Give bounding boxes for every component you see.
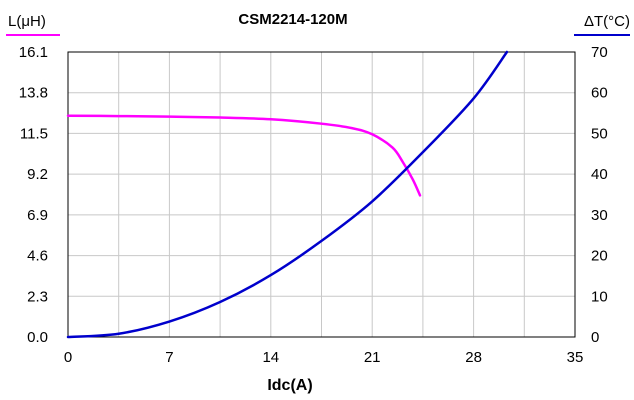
x-tick-label: 0 [64, 349, 72, 366]
series-group [66, 50, 509, 339]
y-left-tick-label: 13.8 [19, 85, 48, 102]
y-left-tick-label: 16.1 [19, 44, 48, 61]
y-left-tick-label: 4.6 [27, 248, 48, 265]
right-axis-label: ΔT(°C) [584, 13, 630, 30]
x-tick-label: 21 [364, 349, 381, 366]
x-tick-label: 28 [465, 349, 482, 366]
y-right-tick-label: 40 [591, 166, 608, 183]
y-right-tick-label: 10 [591, 288, 608, 305]
y-right-tick-label: 70 [591, 44, 608, 61]
y-left-tick-label: 9.2 [27, 166, 48, 183]
tick-labels: 0 7 14 21 28 35 0.0 2.3 4.6 6.9 9.2 11.5 13.8 16.1 0 10… [19, 44, 608, 366]
temperature-series-line [66, 50, 509, 339]
y-right-tick-label: 60 [591, 85, 608, 102]
y-right-tick-label: 20 [591, 248, 608, 265]
y-right-tick-label: 50 [591, 125, 608, 142]
left-axis-label: L(μH) [8, 13, 46, 30]
y-left-tick-label: 0.0 [27, 329, 48, 346]
x-tick-label: 7 [165, 349, 173, 366]
y-right-tick-label: 30 [591, 207, 608, 224]
y-left-tick-label: 11.5 [20, 125, 48, 142]
x-axis-label: Idc(A) [267, 377, 312, 394]
chart-title: CSM2214-120M [238, 11, 347, 28]
inductance-series-line [66, 114, 422, 197]
x-tick-label: 35 [567, 349, 584, 366]
y-right-tick-label: 0 [591, 329, 599, 346]
grid [68, 52, 575, 337]
y-left-tick-label: 2.3 [27, 288, 48, 305]
plot-frame [67, 51, 576, 338]
x-tick-label: 14 [262, 349, 279, 366]
y-left-tick-label: 6.9 [27, 207, 48, 224]
